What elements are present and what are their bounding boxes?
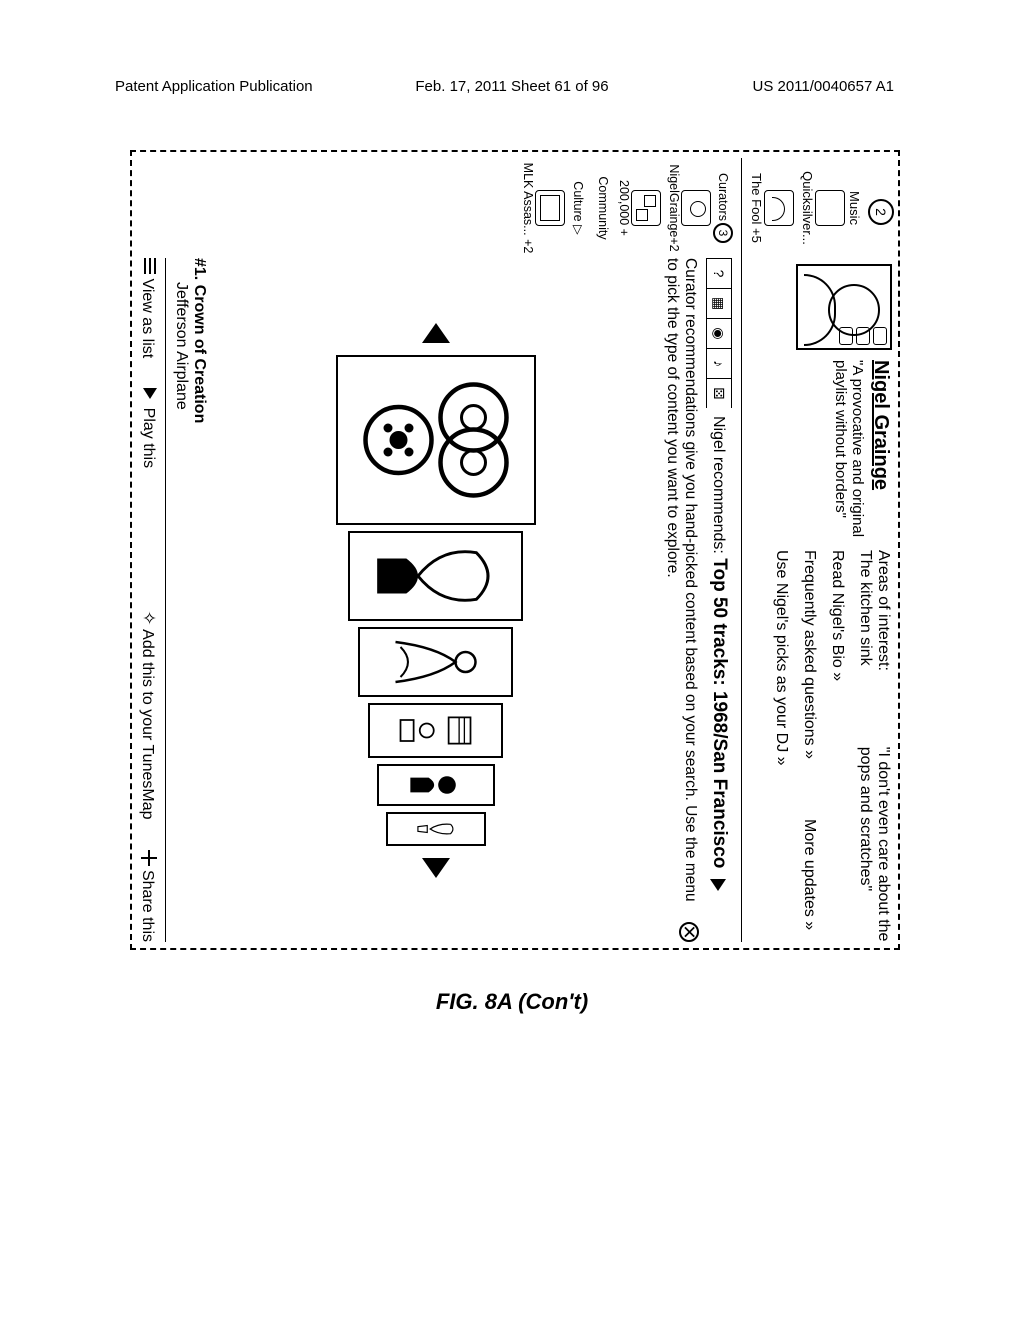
curator-quote: "I don't even care about the pops and sc… [856, 747, 892, 942]
action-play[interactable]: Play this [139, 388, 158, 468]
sidebar-label: The Fool +5 [750, 173, 764, 243]
sparkle-icon: ✧ [139, 611, 159, 626]
pub-header-left: Patent Application Publication [115, 78, 313, 95]
action-view-list[interactable]: View as list [139, 258, 159, 358]
coverflow-item-1[interactable] [336, 355, 536, 525]
rainbow-icon [764, 190, 794, 226]
sidebar-label: Quicksilver... [800, 171, 814, 245]
sidebar-item-thefool[interactable]: The Fool +5 [750, 158, 795, 258]
areas-of-interest: Areas of interest: The kitchen sink [856, 550, 892, 687]
action-bar: View as list Play this ✧ Add this to you… [138, 258, 166, 942]
coverflow-item-3[interactable] [358, 627, 513, 697]
list-icon [142, 258, 157, 274]
pub-header-center: Feb. 17, 2011 Sheet 61 of 96 [415, 78, 608, 95]
curator-panel: Nigel Grainge "A provocative and origina… [746, 264, 892, 942]
sidebar-item-200k[interactable]: 200,000 + [616, 180, 660, 236]
person-icon [681, 190, 711, 226]
sidebar-label: MLK Assas... +2 [521, 163, 534, 254]
tab-bubble-2[interactable]: 2 [868, 199, 894, 225]
label: View as list [140, 278, 157, 358]
sidebar-title-curators: Curators [716, 173, 730, 221]
tool-grid[interactable]: ▦ [706, 288, 732, 318]
action-share[interactable]: Share this [138, 850, 159, 943]
recommends-prefix: Nigel recommends: [710, 416, 727, 554]
coverflow [214, 258, 657, 942]
tab-bubble-3[interactable]: 3 [713, 223, 733, 243]
tool-music[interactable]: ♪ [706, 348, 732, 378]
recommends-title[interactable]: Top 50 tracks: 1968/San Francisco [709, 558, 730, 868]
figure-caption: FIG. 8A (Con't) [436, 989, 588, 1015]
coverflow-item-2[interactable] [348, 531, 523, 621]
sidebar-item-mlk[interactable]: MLK Assas... +2 [521, 163, 565, 254]
now-playing-artist: Jefferson Airplane [173, 282, 190, 410]
filter-toolbar: ? ▦ ◉ ♪ ⚄ Nigel recommends: Top 50 track… [705, 258, 733, 942]
coverflow-item-6[interactable] [386, 812, 486, 846]
photo-icon [535, 190, 565, 226]
link-bio[interactable]: Read Nigel's Bio » [828, 550, 846, 681]
coverflow-item-4[interactable] [368, 703, 503, 758]
album-icon [815, 190, 845, 226]
tool-disc[interactable]: ◉ [706, 318, 732, 348]
sidebar-label: NigelGrainge+2 [667, 164, 680, 251]
sidebar-label: 200,000 + [616, 180, 629, 236]
album-art-icon [378, 713, 493, 748]
grid-icon [631, 190, 661, 226]
album-art-icon [396, 822, 476, 836]
figure-frame: 2 Music Quicksilver... The Fool +5 [130, 150, 900, 950]
album-art-icon [387, 774, 485, 796]
tool-help[interactable]: ? [706, 258, 732, 288]
dropdown-arrow-icon[interactable] [710, 879, 726, 891]
play-icon [143, 388, 157, 399]
pub-header-right: US 2011/0040657 A1 [752, 78, 894, 95]
divider [741, 158, 742, 942]
close-icon[interactable]: ✕ [679, 922, 699, 942]
sidebar-title-community: Community [596, 176, 610, 239]
curator-name[interactable]: Nigel Grainge [869, 360, 892, 540]
label: Share this [139, 870, 156, 942]
sidebar-title-music: Music [847, 158, 862, 258]
link-more-updates[interactable]: More updates » [800, 819, 818, 930]
curator-desc: "A provocative and original playlist wit… [832, 360, 867, 540]
sidebar-mid: Curators 3 NigelGrainge+2 200,000 + Comm… [517, 158, 732, 258]
sidebar-item-nigel[interactable]: NigelGrainge+2 [667, 164, 711, 251]
album-art-icon [346, 365, 526, 515]
action-add-tunesmap[interactable]: ✧ Add this to your TunesMap [138, 611, 159, 820]
ui-screenshot: 2 Music Quicksilver... The Fool +5 [130, 150, 900, 950]
link-use-dj[interactable]: Use Nigel's picks as your DJ » [772, 550, 790, 942]
sidebar-item-quicksilver[interactable]: Quicksilver... [800, 158, 845, 258]
album-art-icon [358, 541, 513, 611]
sidebar-top: Music Quicksilver... The Fool +5 [746, 158, 866, 258]
label: Add this to your TunesMap [139, 629, 156, 819]
link-faq[interactable]: Frequently asked questions » [800, 550, 818, 759]
coverflow-prev[interactable] [422, 323, 450, 343]
sidebar-item-culture[interactable]: Culture ▷ [571, 181, 586, 234]
tool-dice[interactable]: ⚄ [706, 378, 732, 408]
curator-avatar[interactable] [796, 264, 892, 350]
now-playing: #1. Crown of Creation Jefferson Airplane [172, 258, 208, 942]
coverflow-item-5[interactable] [377, 764, 495, 806]
label: Play this [140, 408, 157, 468]
coverflow-next[interactable] [422, 858, 450, 878]
now-playing-title: #1. Crown of Creation [191, 258, 208, 423]
explain-text: Curator recommendations give you hand-pi… [663, 258, 699, 912]
album-art-icon [368, 637, 503, 687]
share-icon [141, 850, 157, 866]
